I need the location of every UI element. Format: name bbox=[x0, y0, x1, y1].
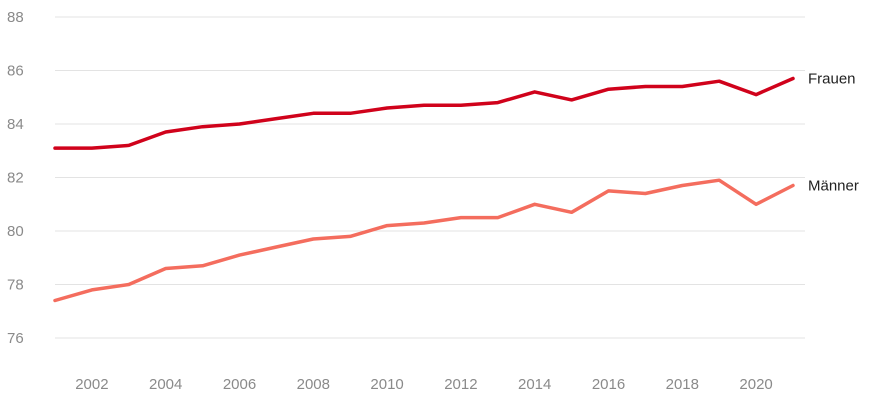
y-tick-label: 76 bbox=[7, 330, 24, 347]
x-tick-label: 2014 bbox=[518, 376, 551, 393]
y-axis-ticks: 76 78 80 82 84 86 88 bbox=[7, 9, 24, 347]
x-tick-label: 2020 bbox=[739, 376, 772, 393]
y-tick-label: 80 bbox=[7, 223, 24, 240]
x-tick-label: 2002 bbox=[75, 376, 108, 393]
y-tick-label: 86 bbox=[7, 63, 24, 80]
y-tick-label: 84 bbox=[7, 116, 24, 133]
series-line-maenner bbox=[53, 178, 795, 303]
x-axis-ticks: 2002 2004 2006 2008 2010 2012 2014 2016 2018 2020 bbox=[75, 376, 773, 393]
gridlines bbox=[55, 16, 805, 339]
series-labels: Frauen Männer bbox=[808, 71, 859, 195]
series-lines bbox=[53, 76, 795, 303]
y-tick-label: 82 bbox=[7, 170, 24, 187]
x-tick-label: 2012 bbox=[444, 376, 477, 393]
y-tick-label: 88 bbox=[7, 9, 24, 26]
x-tick-label: 2004 bbox=[149, 376, 182, 393]
y-tick-label: 78 bbox=[7, 277, 24, 294]
x-tick-label: 2008 bbox=[297, 376, 330, 393]
x-tick-label: 2018 bbox=[666, 376, 699, 393]
series-label-maenner: Männer bbox=[808, 178, 859, 195]
series-label-frauen: Frauen bbox=[808, 71, 856, 88]
x-tick-label: 2010 bbox=[370, 376, 403, 393]
x-tick-label: 2016 bbox=[592, 376, 625, 393]
series-line-frauen bbox=[53, 76, 795, 150]
x-tick-label: 2006 bbox=[223, 376, 256, 393]
